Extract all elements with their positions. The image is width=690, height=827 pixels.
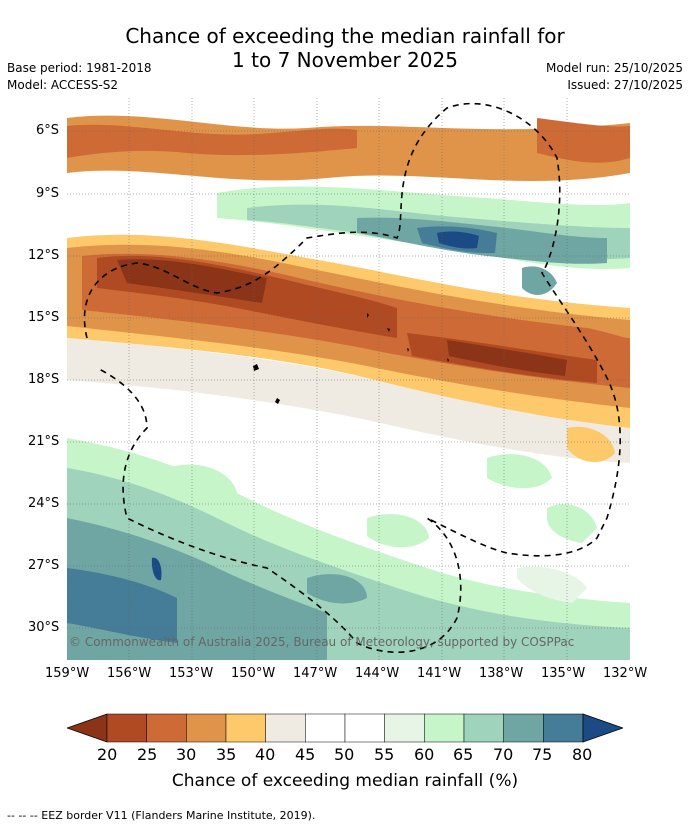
issued-date: Issued: 27/10/2025 (567, 78, 683, 92)
colorbar-segment (463, 713, 504, 743)
lat-label: 24°S (28, 496, 60, 511)
colorbar-tick: 40 (255, 745, 276, 764)
lat-label: 27°S (28, 558, 60, 573)
lon-label: 132°W (603, 666, 648, 681)
colorbar-tick: 30 (176, 745, 197, 764)
colorbar-tick: 45 (295, 745, 316, 764)
colorbar-tick: 70 (493, 745, 514, 764)
lon-label: 150°W (231, 666, 276, 681)
model-name: Model: ACCESS-S2 (7, 78, 119, 92)
colorbar-segment (106, 713, 147, 743)
colorbar-segment (503, 713, 544, 743)
colorbar-segment (305, 713, 346, 743)
colorbar-segment (543, 713, 584, 743)
colorbar-segment (186, 713, 227, 743)
colorbar-tick: 80 (572, 745, 593, 764)
title-line-2: 1 to 7 November 2025 (232, 48, 458, 72)
lon-label: 144°W (355, 666, 400, 681)
lat-label: 15°S (28, 310, 60, 325)
colorbar-tick: 55 (374, 745, 395, 764)
colorbar-tick: 35 (216, 745, 237, 764)
colorbar-segment (225, 713, 266, 743)
eez-footnote: -- -- -- EEZ border V11 (Flanders Marine… (7, 809, 316, 822)
lat-label: 6°S (36, 123, 60, 138)
title-line-1: Chance of exceeding the median rainfall … (125, 24, 565, 48)
colorbar (67, 713, 623, 743)
lon-label: 141°W (417, 666, 462, 681)
colorbar-segment (146, 713, 187, 743)
lat-label: 30°S (28, 620, 60, 635)
lat-label: 12°S (28, 248, 60, 263)
colorbar-tick: 60 (414, 745, 435, 764)
colorbar-segment (265, 713, 306, 743)
lon-label: 156°W (107, 666, 152, 681)
eez-border (83, 102, 621, 653)
colorbar-segment (424, 713, 465, 743)
colorbar-tick: 50 (334, 745, 355, 764)
lon-label: 147°W (293, 666, 338, 681)
colorbar-label: Chance of exceeding median rainfall (%) (171, 771, 519, 791)
colorbar-extend-low (67, 713, 108, 743)
lon-label: 138°W (479, 666, 524, 681)
lon-label: 153°W (169, 666, 214, 681)
lat-label: 21°S (28, 434, 60, 449)
colorbar-tick: 65 (453, 745, 474, 764)
lat-label: 18°S (28, 372, 60, 387)
colorbar-segment (344, 713, 385, 743)
copyright-notice: © Commonwealth of Australia 2025, Bureau… (69, 635, 574, 649)
colorbar-extend-high (582, 713, 623, 743)
colorbar-tick: 75 (532, 745, 553, 764)
lat-label: 9°S (36, 186, 60, 201)
colorbar-tick: 20 (97, 745, 118, 764)
colorbar-tick: 25 (137, 745, 158, 764)
lon-label: 135°W (541, 666, 586, 681)
model-run: Model run: 25/10/2025 (545, 61, 683, 75)
base-period: Base period: 1981-2018 (7, 61, 152, 75)
lon-label: 159°W (45, 666, 90, 681)
colorbar-segment (384, 713, 425, 743)
rainfall-map: © Commonwealth of Australia 2025, Bureau… (67, 98, 630, 660)
